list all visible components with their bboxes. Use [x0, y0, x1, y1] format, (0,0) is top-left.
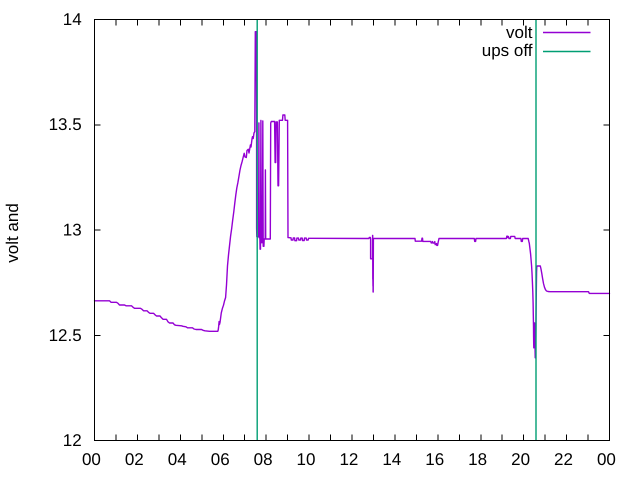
svg-text:13.5: 13.5	[49, 115, 82, 134]
svg-text:02: 02	[125, 450, 144, 469]
svg-text:22: 22	[554, 450, 573, 469]
svg-text:04: 04	[168, 450, 187, 469]
svg-text:00: 00	[597, 450, 616, 469]
svg-text:14: 14	[382, 450, 401, 469]
svg-text:14: 14	[63, 10, 82, 29]
svg-text:00: 00	[82, 450, 101, 469]
svg-text:12.5: 12.5	[49, 326, 82, 345]
svg-text:20: 20	[511, 450, 530, 469]
svg-text:08: 08	[254, 450, 273, 469]
svg-text:12: 12	[339, 450, 358, 469]
svg-text:volt: volt	[506, 23, 533, 42]
svg-text:13: 13	[63, 221, 82, 240]
svg-text:12: 12	[63, 431, 82, 450]
svg-text:ups off: ups off	[482, 41, 533, 60]
svg-text:volt and: volt and	[3, 203, 22, 263]
svg-text:18: 18	[468, 450, 487, 469]
svg-text:16: 16	[425, 450, 444, 469]
svg-text:10: 10	[297, 450, 316, 469]
svg-text:06: 06	[211, 450, 230, 469]
